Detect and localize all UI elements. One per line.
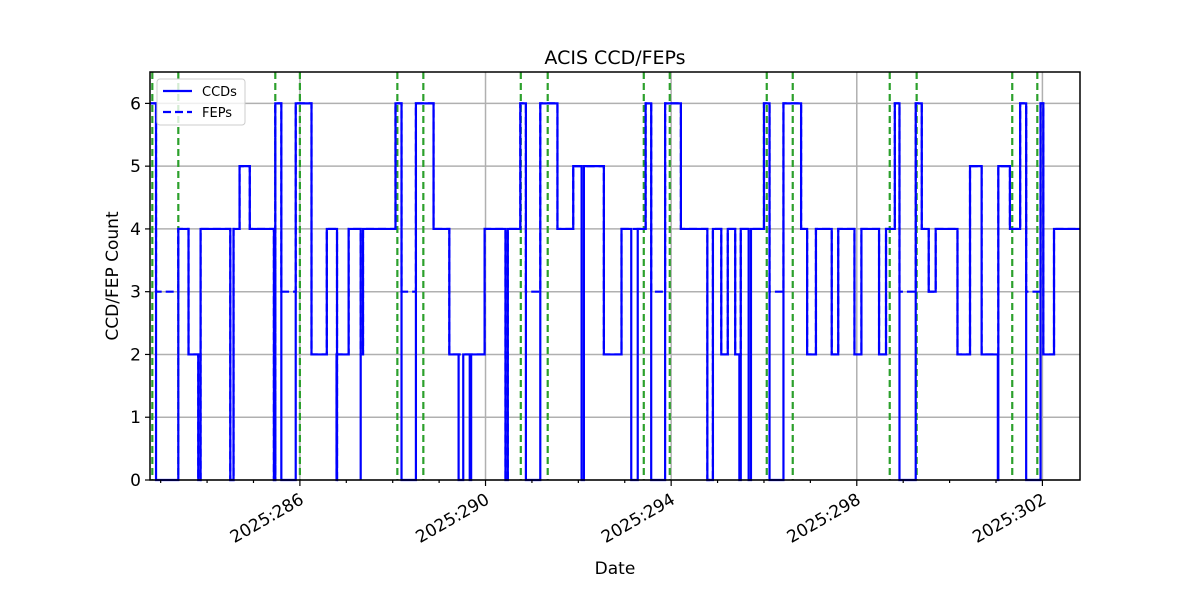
y-tick-label: 0: [130, 471, 141, 491]
x-tick-label: 2025:290: [412, 490, 493, 548]
fep-series-line: [150, 102, 1080, 482]
x-axis-label: Date: [595, 559, 636, 579]
y-tick-label: 2: [130, 345, 141, 365]
y-tick-label: 4: [130, 220, 141, 240]
x-tick-label: 2025:302: [969, 490, 1050, 548]
y-tick-label: 5: [130, 157, 141, 177]
y-tick-label: 6: [130, 94, 141, 114]
axes: 0 1 2 3 4 5 6 2025:286 2025:290 2025:294 2025:298 2…: [130, 71, 1081, 548]
chart-title: ACIS CCD/FEPs: [544, 47, 685, 69]
vertical-marker-lines: [151, 72, 1039, 480]
legend-label-feps: FEPs: [202, 106, 232, 121]
x-tick-label: 2025:294: [598, 490, 679, 548]
y-tick-label: 3: [130, 283, 141, 303]
grid-lines: [150, 72, 1080, 481]
plot-frame: [149, 71, 1081, 481]
x-tick-label: 2025:298: [784, 490, 865, 548]
x-tick-label: 2025:286: [227, 490, 308, 548]
y-tick-label: 1: [130, 408, 141, 428]
legend-label-ccds: CCDs: [202, 85, 237, 100]
y-axis-label: CCD/FEP Count: [103, 211, 123, 341]
legend: CCDs FEPs: [156, 78, 246, 126]
